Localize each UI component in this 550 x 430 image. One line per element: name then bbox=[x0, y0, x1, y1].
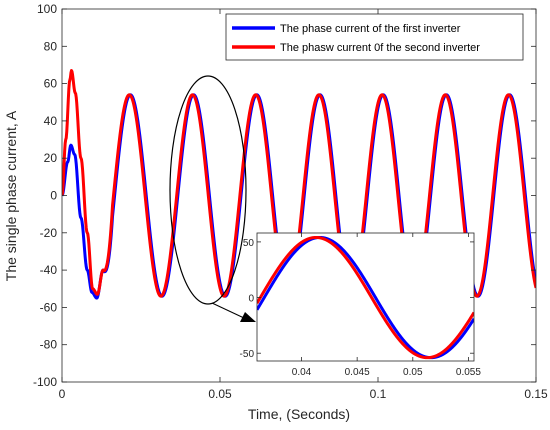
x-tick-label: 0 bbox=[59, 387, 66, 401]
x-tick-label: 0.05 bbox=[208, 387, 232, 401]
y-tick-label: -100 bbox=[33, 375, 57, 389]
zoom-arrow bbox=[211, 302, 245, 319]
y-tick-label: 60 bbox=[44, 77, 58, 91]
inset-x-tick-label: 0.055 bbox=[456, 367, 481, 378]
legend-label-first-inverter: The phase current of the first inverter bbox=[280, 23, 461, 35]
legend-box bbox=[225, 13, 524, 61]
y-tick-label: -80 bbox=[40, 338, 58, 352]
x-tick-label: 0.1 bbox=[370, 387, 387, 401]
inset-x-tick-label: 0.04 bbox=[292, 367, 312, 378]
inset-chart: 0.04 0.045 0.05 0.055 50 0 -50 bbox=[240, 232, 481, 378]
inset-frame bbox=[256, 232, 475, 362]
inset-x-tick-label: 0.05 bbox=[403, 367, 423, 378]
y-tick-label: 20 bbox=[44, 151, 58, 165]
y-tick-label: 0 bbox=[50, 189, 57, 203]
zoom-ellipse bbox=[169, 75, 247, 305]
inset-x-tick-label: 0.045 bbox=[345, 367, 370, 378]
y-tick-label: 100 bbox=[37, 2, 57, 16]
inset-y-tick-label: -50 bbox=[240, 349, 255, 360]
y-tick-label: 80 bbox=[44, 39, 58, 53]
series-line-second-inverter bbox=[257, 235, 474, 360]
y-tick-label: -60 bbox=[40, 300, 58, 314]
legend-label-second-inverter: The phasw current 0f the second inverter bbox=[280, 42, 480, 54]
y-tick-label: 40 bbox=[44, 114, 58, 128]
x-axis-label: Time, (Seconds) bbox=[248, 406, 350, 422]
x-tick-label: 0.15 bbox=[524, 387, 548, 401]
y-tick-label: -40 bbox=[40, 263, 58, 277]
legend: The phase current of the first inverter … bbox=[225, 13, 524, 61]
inset-y-tick-label: 0 bbox=[248, 294, 254, 305]
y-axis-label: The single phase current, A bbox=[3, 110, 19, 281]
zoom-arrow-head bbox=[240, 312, 256, 322]
inset-y-tick-label: 50 bbox=[243, 238, 255, 249]
y-tick-label: -20 bbox=[40, 226, 58, 240]
